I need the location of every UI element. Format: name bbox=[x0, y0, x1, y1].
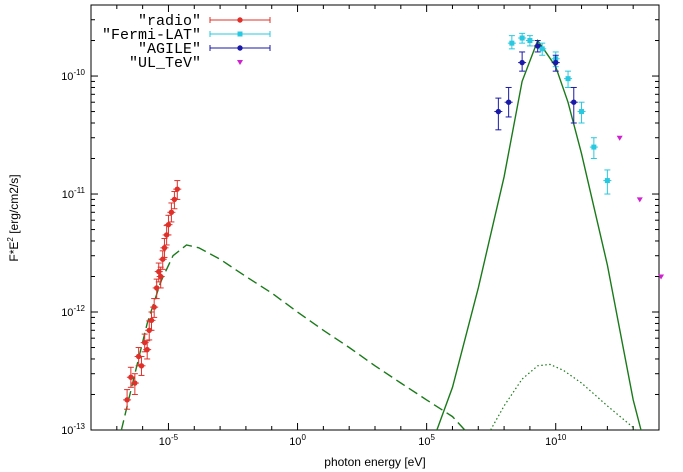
x-tick-label: 100 bbox=[289, 433, 306, 448]
data-point bbox=[128, 374, 134, 380]
data-point bbox=[636, 197, 643, 203]
legend-marker bbox=[237, 31, 243, 37]
y-tick-label: 10-10 bbox=[61, 68, 85, 83]
model-curve-dotted bbox=[490, 363, 636, 431]
data-point bbox=[168, 209, 175, 216]
data-point bbox=[160, 256, 166, 262]
data-point bbox=[161, 245, 168, 251]
x-tick-label: 1010 bbox=[545, 433, 567, 448]
model-curve-long-dash bbox=[120, 244, 466, 431]
y-tick-label: 10-12 bbox=[61, 304, 85, 319]
model-curve-solid bbox=[436, 39, 642, 431]
data-point bbox=[534, 43, 541, 49]
legend-marker bbox=[237, 45, 243, 51]
data-points bbox=[123, 32, 665, 410]
data-point bbox=[165, 221, 172, 228]
y-tick-label: 10-13 bbox=[61, 422, 85, 437]
data-point bbox=[509, 40, 515, 46]
data-point bbox=[124, 397, 130, 403]
data-point bbox=[571, 99, 577, 105]
legend-label: "UL_TeV" bbox=[129, 55, 201, 72]
data-point bbox=[604, 178, 610, 184]
data-point bbox=[157, 273, 164, 280]
data-point bbox=[132, 380, 138, 386]
data-point bbox=[138, 363, 145, 369]
y-tick-label: 10-11 bbox=[62, 186, 86, 201]
legend-label: "AGILE" bbox=[138, 41, 201, 58]
data-point bbox=[151, 304, 157, 310]
data-point bbox=[527, 38, 533, 44]
data-point bbox=[519, 35, 525, 41]
data-point bbox=[553, 59, 559, 66]
legend: "radio""Fermi-LAT""AGILE""UL_TeV" bbox=[102, 13, 271, 72]
legend-label: "radio" bbox=[138, 13, 201, 30]
data-point bbox=[495, 108, 502, 115]
data-point bbox=[539, 46, 545, 52]
data-point bbox=[174, 186, 180, 192]
x-axis-label: photon energy [eV] bbox=[324, 455, 425, 469]
series-0-points bbox=[123, 180, 182, 410]
series-1-points bbox=[507, 32, 612, 195]
x-tick-label: 10-5 bbox=[159, 433, 179, 448]
series-2-points bbox=[494, 40, 578, 131]
x-tick-label: 105 bbox=[418, 433, 435, 448]
legend-marker bbox=[237, 60, 243, 65]
data-point bbox=[148, 317, 155, 324]
y-axis-ticks: 10-13 10-12 10-11 10-10 bbox=[61, 4, 659, 437]
data-point bbox=[519, 59, 525, 66]
legend-label: "Fermi-LAT" bbox=[102, 27, 201, 44]
series-3-points bbox=[616, 135, 665, 280]
data-point bbox=[591, 144, 597, 150]
data-point bbox=[505, 99, 512, 105]
data-point bbox=[658, 274, 665, 280]
data-point bbox=[565, 76, 571, 82]
model-curves bbox=[120, 39, 642, 431]
legend-marker bbox=[237, 17, 243, 23]
x-axis-ticks: 10-5 100 105 1010 bbox=[90, 5, 660, 448]
y-axis-label: F*E2 [erg/cm2/s] bbox=[6, 174, 21, 261]
data-point bbox=[616, 135, 623, 141]
data-point bbox=[144, 346, 150, 353]
data-point bbox=[579, 109, 585, 115]
